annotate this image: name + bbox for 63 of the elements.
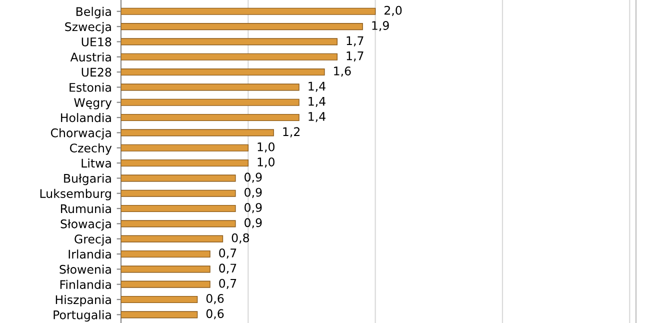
bar xyxy=(121,220,236,228)
bar xyxy=(121,114,300,122)
data-label: 1,7 xyxy=(346,52,364,62)
y-tick-label: Litwa xyxy=(82,158,111,168)
bar xyxy=(121,159,249,167)
bar xyxy=(121,311,198,318)
y-tick-label: Belgia xyxy=(76,6,111,18)
y-tick-label: Bułgaria xyxy=(64,174,111,186)
data-label: 0,8 xyxy=(232,233,250,244)
data-label: 1,6 xyxy=(334,66,351,77)
y-tick-label: Chorwacja xyxy=(50,128,111,140)
y-tick-label: Rumunia xyxy=(61,204,111,214)
data-label: 1,4 xyxy=(308,97,326,107)
y-tick-label: Irlandia xyxy=(68,250,111,259)
y-tick-label: Czechy xyxy=(70,143,112,155)
bar xyxy=(121,174,236,182)
y-tick-label: Austria xyxy=(70,52,111,62)
data-label: 1,7 xyxy=(346,36,364,46)
y-tick-label: Finlandia xyxy=(60,280,111,289)
data-label: 1,0 xyxy=(258,142,274,152)
data-label: 0,7 xyxy=(219,248,236,259)
data-label: 0,9 xyxy=(244,218,262,228)
bar xyxy=(121,8,376,15)
data-label: 2,0 xyxy=(384,6,402,16)
data-label: 0,6 xyxy=(206,294,224,304)
bar xyxy=(121,84,300,91)
bar xyxy=(121,53,338,60)
data-label: 1,9 xyxy=(372,21,389,32)
data-label: 0,9 xyxy=(244,203,262,214)
y-tick-label: Węgry xyxy=(74,98,112,110)
data-label: 0,6 xyxy=(206,309,224,320)
bar xyxy=(121,144,249,152)
y-tick-label: Estonia xyxy=(70,82,111,92)
y-tick-label: Portugalia xyxy=(54,310,111,322)
data-label: 1,0 xyxy=(258,158,274,168)
data-label: 1,4 xyxy=(308,82,326,92)
y-tick-label: Szwecja xyxy=(65,22,111,34)
y-tick-label: Hiszpania xyxy=(56,295,111,306)
bar xyxy=(121,23,363,30)
bar xyxy=(121,266,210,273)
y-tick-label: Luksemburg xyxy=(40,188,111,200)
y-tick-label: UE28 xyxy=(82,68,112,77)
bar xyxy=(121,190,236,197)
bar xyxy=(121,68,325,76)
data-label: 0,9 xyxy=(244,172,262,183)
data-label: 1,2 xyxy=(283,127,300,138)
y-tick-label: Holandia xyxy=(61,113,111,122)
bar xyxy=(121,129,274,136)
bar xyxy=(121,250,210,258)
y-tick-label: Słowacja xyxy=(60,219,111,231)
bar xyxy=(121,98,300,106)
data-label: 1,4 xyxy=(308,112,326,122)
y-tick-label: Grecja xyxy=(74,234,111,246)
y-tick-label: Słowenia xyxy=(60,264,111,274)
data-label: 0,9 xyxy=(244,188,262,198)
data-label: 0,7 xyxy=(219,264,236,274)
y-tick-label: UE18 xyxy=(82,37,112,46)
bar xyxy=(121,280,210,288)
bar xyxy=(121,235,224,242)
data-label: 0,7 xyxy=(219,278,236,289)
bar xyxy=(121,296,198,304)
bar xyxy=(121,38,338,46)
bar xyxy=(121,204,236,212)
